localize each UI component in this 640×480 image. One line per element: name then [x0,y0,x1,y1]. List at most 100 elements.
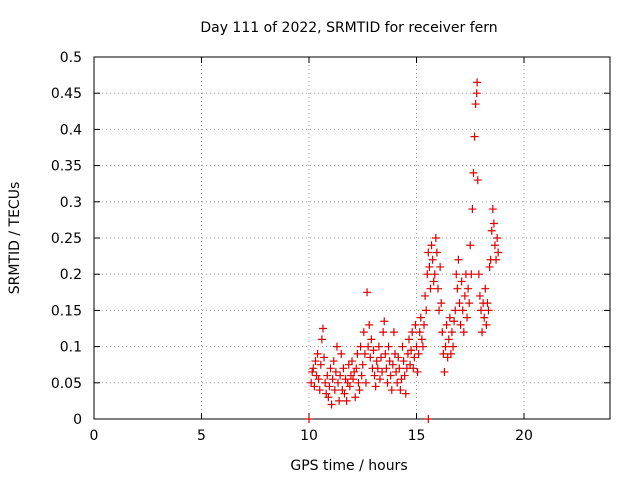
data-point [373,364,382,373]
data-point [489,219,498,228]
data-points [305,78,503,423]
data-point [429,277,438,286]
data-point [348,357,356,366]
data-point [375,375,384,384]
data-point [321,378,330,387]
data-point [471,100,480,109]
data-point [435,306,444,315]
y-tick-label: 0 [73,412,82,428]
data-point [316,360,325,369]
data-point [395,364,404,373]
data-point [308,367,317,376]
y-tick-label: 0.4 [60,122,82,138]
data-point [337,349,346,358]
data-point [396,386,405,395]
data-point [409,364,418,373]
data-point [352,364,361,373]
data-point [488,205,497,214]
data-point [470,132,479,141]
x-tick-label: 0 [90,428,99,444]
y-tick-label: 0.05 [51,376,82,392]
data-point [423,270,432,279]
data-point [327,400,336,409]
data-point [426,284,435,293]
data-point [383,378,392,387]
data-point [466,241,475,250]
data-point [490,241,499,250]
data-point [353,349,362,358]
data-point [407,346,416,355]
x-tick-label: 10 [300,428,318,444]
data-point [356,342,365,351]
data-point [358,360,367,369]
data-point [424,248,433,257]
data-point [374,342,383,351]
data-point [389,328,398,337]
data-point [400,371,409,380]
data-point [361,378,370,387]
data-point [416,313,425,322]
data-point [370,371,379,380]
data-point [380,317,389,326]
data-point [388,360,397,369]
data-point [355,386,364,395]
data-point [404,335,413,344]
data-point [494,248,503,257]
data-point [365,320,374,329]
data-point [440,367,449,376]
data-point [446,349,455,358]
data-point [430,270,439,279]
data-point [468,205,477,214]
data-point [457,277,466,286]
data-point [481,284,490,293]
x-tick-label: 20 [515,428,533,444]
data-point [349,375,358,384]
data-point [415,328,424,337]
data-point [364,342,373,351]
data-point [341,375,350,384]
data-point [334,378,343,387]
data-point [444,335,453,344]
data-point [314,375,323,384]
data-point [483,299,492,308]
data-point [456,320,465,329]
data-point [325,382,334,391]
data-point [401,389,410,398]
data-point [449,342,458,351]
y-tick-label: 0.1 [60,340,82,356]
x-axis-label: GPS time / hours [290,458,407,474]
x-tick-label: 15 [408,428,426,444]
chart-title: Day 111 of 2022, SRMTID for receiver fer… [200,20,497,36]
data-point [469,168,478,177]
data-point [467,270,476,279]
y-tick-label: 0.35 [51,159,82,175]
data-point [317,335,326,344]
data-point [320,353,329,362]
data-point [413,367,422,376]
y-tick-label: 0.15 [51,303,82,319]
data-point [478,328,487,337]
y-tick-label: 0.25 [51,231,82,247]
data-point [399,357,408,366]
data-point [414,349,423,358]
data-point [311,357,320,366]
data-point [363,288,372,297]
data-point [431,234,440,242]
data-point [305,415,313,423]
data-point [428,255,437,264]
data-point [424,415,433,423]
data-point [445,313,454,322]
data-point [408,328,417,337]
data-point [464,284,473,293]
data-point [452,270,461,279]
data-point [493,234,502,242]
data-point [378,367,387,376]
data-point [438,328,447,337]
data-point [437,299,446,308]
grid [94,57,610,419]
data-point [475,291,484,300]
data-point [338,386,347,395]
data-point [425,262,434,271]
data-point [410,353,419,362]
data-point [450,317,459,326]
